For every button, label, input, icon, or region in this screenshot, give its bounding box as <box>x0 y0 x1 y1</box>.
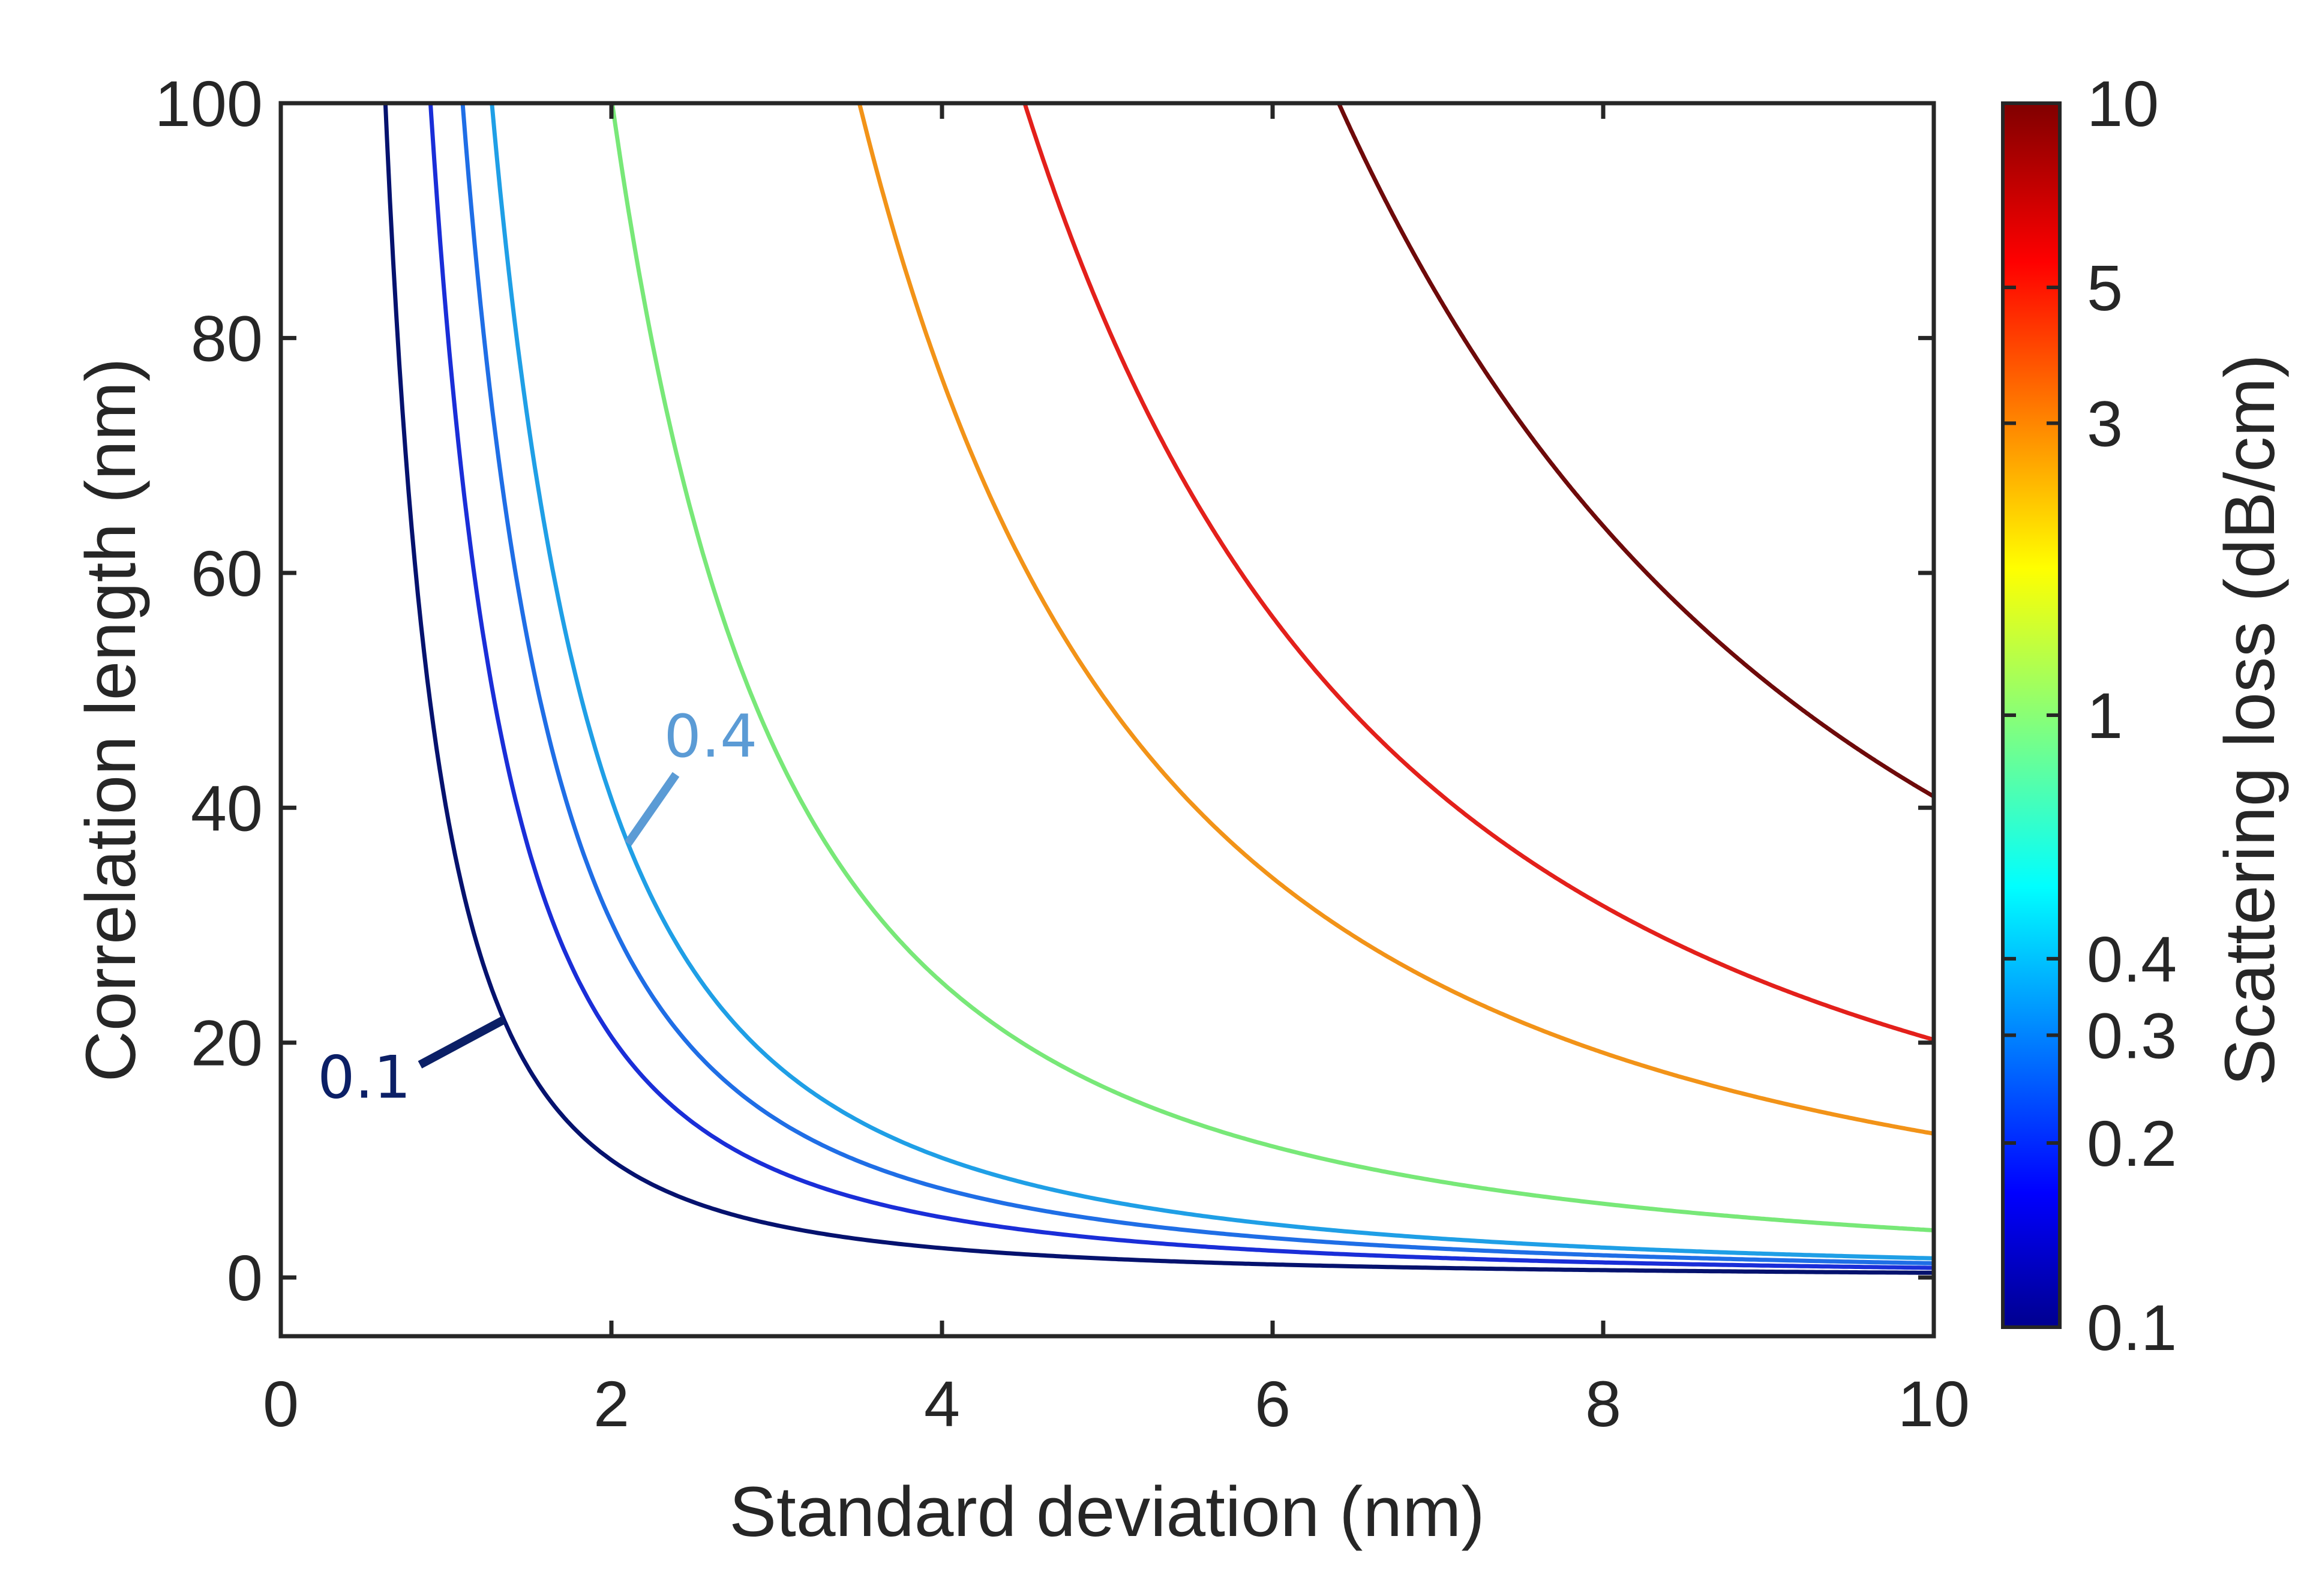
x-tick-label-1: 2 <box>593 1367 629 1440</box>
x-tick-label-3: 6 <box>1255 1367 1291 1440</box>
colorbar-tick-label-3: 0.4 <box>2087 923 2177 995</box>
series-line-0 <box>383 103 1934 1275</box>
series-line-4 <box>610 103 1934 1232</box>
series-layer <box>383 103 1934 1275</box>
series-line-5 <box>857 103 1934 1136</box>
annotation-leader-0 <box>418 1016 506 1069</box>
series-line-3 <box>490 103 1934 1261</box>
colorbar-tick-label-4: 1 <box>2087 679 2123 752</box>
y-tick-label-1: 20 <box>191 1007 263 1079</box>
y-tick-label-4: 80 <box>191 302 263 374</box>
annotations: 0.1 0.4 <box>317 703 757 1112</box>
x-tick-label-4: 8 <box>1585 1367 1621 1440</box>
colorbar-label: Scattering loss (dB/cm) <box>2210 354 2290 1086</box>
x-tick-labels: 0 2 4 6 8 10 <box>263 1367 1970 1440</box>
colorbar-tick-label-0: 0.1 <box>2087 1291 2177 1364</box>
series-line-2 <box>460 103 1934 1265</box>
y-tick-label-2: 40 <box>191 772 263 844</box>
y-tick-labels: 0 20 40 60 80 100 <box>155 67 263 1314</box>
colorbar-tick-label-2: 0.3 <box>2087 999 2177 1072</box>
annotation-label-0: 0.1 <box>317 1044 411 1112</box>
series-line-1 <box>428 103 1934 1270</box>
annotation-label-1: 0.4 <box>664 703 758 771</box>
plot-area-background <box>281 103 1934 1336</box>
colorbar-ticks: 0.1 0.2 0.30.4 1 3 5 10 <box>2003 67 2177 1364</box>
y-tick-label-0: 0 <box>227 1241 263 1314</box>
y-tick-label-3: 60 <box>191 537 263 610</box>
y-tick-label-5: 100 <box>155 67 263 140</box>
colorbar-tick-label-6: 5 <box>2087 251 2123 324</box>
plot-area-frame <box>278 101 1936 1339</box>
annotation-leader-1 <box>624 772 680 846</box>
series-line-6 <box>1022 103 1934 1042</box>
colorbar-tick-label-5: 3 <box>2087 387 2123 460</box>
colorbar-tick-label-1: 0.2 <box>2087 1107 2177 1180</box>
x-tick-label-0: 0 <box>263 1367 299 1440</box>
y-axis-label: Correlation length (nm) <box>71 358 151 1082</box>
x-axis-label: Standard deviation (nm) <box>729 1472 1484 1552</box>
axis-ticks <box>278 101 1936 1336</box>
x-tick-label-2: 4 <box>924 1367 960 1440</box>
colorbar-tick-label-7: 10 <box>2087 67 2159 140</box>
x-tick-label-5: 10 <box>1898 1367 1970 1440</box>
series-line-7 <box>1336 103 1934 799</box>
